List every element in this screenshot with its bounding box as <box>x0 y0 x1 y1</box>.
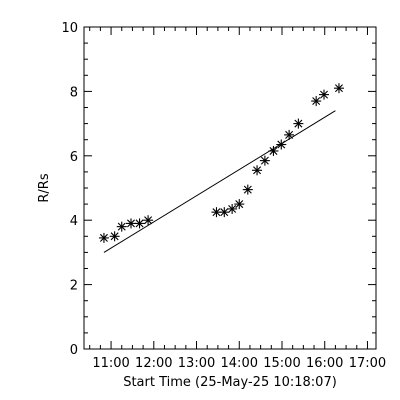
data-point <box>242 184 253 195</box>
data-point <box>293 118 304 129</box>
data-point <box>333 83 344 94</box>
data-point <box>109 231 120 242</box>
x-axis-label: Start Time (25-May-25 10:18:07) <box>123 375 337 390</box>
x-tick-label: 11:00 <box>92 356 129 371</box>
data-point <box>284 129 295 140</box>
y-tick-label: 8 <box>70 85 78 100</box>
data-point <box>219 207 230 218</box>
data-point <box>227 203 238 214</box>
data-points <box>98 83 344 243</box>
y-tick-label: 2 <box>70 279 78 294</box>
y-axis: 0 2 4 6 8 10 <box>61 21 376 358</box>
data-point <box>259 155 270 166</box>
data-point <box>268 145 279 156</box>
data-point <box>143 215 154 226</box>
x-tick-label: 16:00 <box>306 356 343 371</box>
data-point <box>319 89 330 100</box>
x-axis: 11:00 12:00 13:00 14:00 15:00 16:00 17:00 <box>89 27 386 371</box>
x-tick-label: 17:00 <box>349 356 386 371</box>
y-tick-label: 0 <box>70 343 78 358</box>
plot-frame <box>83 26 377 350</box>
fit-line <box>103 110 336 253</box>
y-tick-label: 10 <box>61 21 78 36</box>
x-tick-label: 14:00 <box>221 356 258 371</box>
data-point <box>211 207 222 218</box>
x-tick-label: 15:00 <box>263 356 300 371</box>
data-point <box>311 96 322 107</box>
data-point <box>134 218 145 229</box>
data-point <box>116 221 127 232</box>
y-tick-label: 6 <box>70 150 78 165</box>
data-point <box>126 218 137 229</box>
x-tick-label: 13:00 <box>178 356 215 371</box>
data-point <box>98 232 109 243</box>
fit-line-layer <box>103 110 336 253</box>
data-point <box>234 199 245 210</box>
y-tick-label: 4 <box>70 214 78 229</box>
data-point <box>252 165 263 176</box>
y-axis-label: R/Rs <box>37 173 52 202</box>
x-tick-label: 12:00 <box>135 356 172 371</box>
data-point <box>276 139 287 150</box>
